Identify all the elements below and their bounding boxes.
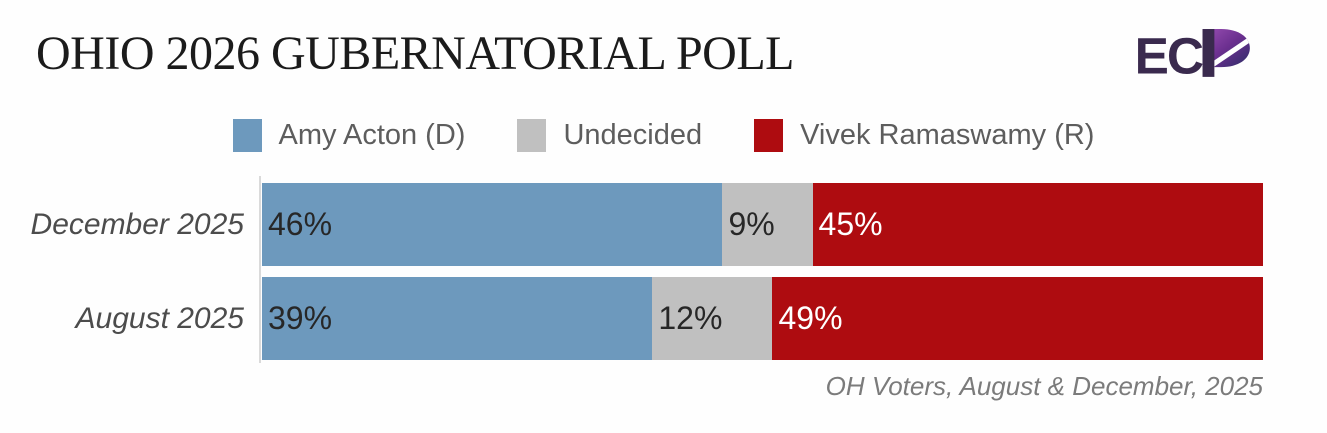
logo-p-stem xyxy=(1202,29,1215,77)
legend-label: Undecided xyxy=(563,119,703,151)
source-caption: OH Voters, August & December, 2025 xyxy=(825,371,1263,401)
bar-value: 46% xyxy=(268,206,333,242)
logo-ec-text: EC xyxy=(1135,27,1203,81)
bar-value: 45% xyxy=(818,206,883,242)
ecp-logo: EC xyxy=(1135,27,1250,81)
bar-segment: 49% xyxy=(772,277,1263,360)
legend-item: Vivek Ramaswamy (R) xyxy=(754,119,1094,152)
bar-segment: 12% xyxy=(652,277,773,360)
row-label: August 2025 xyxy=(75,301,244,335)
legend-swatch xyxy=(232,119,262,152)
bar-segment: 39% xyxy=(262,277,653,360)
legend-swatch xyxy=(517,119,547,152)
row-label: December 2025 xyxy=(30,207,244,241)
legend-swatch xyxy=(754,119,784,152)
page-title: OHIO 2026 GUBERNATORIAL POLL xyxy=(36,27,794,80)
legend-item: Amy Acton (D) xyxy=(232,119,466,152)
bar-value: 49% xyxy=(778,300,843,336)
logo-p-bowl xyxy=(1202,29,1250,68)
legend: Amy Acton (D) Undecided Vivek Ramaswamy (R… xyxy=(0,119,1327,152)
bar-segment: 9% xyxy=(722,183,813,266)
bar-rows: December 2025 46% 9% 45% August 2025 39% 12% 49… xyxy=(0,183,1263,371)
logo-p-slash xyxy=(1202,33,1250,68)
legend-item: Undecided xyxy=(517,119,702,152)
bar-track: 39% 12% 49% xyxy=(262,277,1263,360)
bar-value: 39% xyxy=(268,300,333,336)
bar-value: 12% xyxy=(658,300,723,336)
axis-line xyxy=(259,176,261,363)
legend-label: Amy Acton (D) xyxy=(278,119,466,151)
bar-segment: 45% xyxy=(812,183,1263,266)
bar-track: 46% 9% 45% xyxy=(262,183,1263,266)
bar-segment: 46% xyxy=(262,183,723,266)
bar-row: December 2025 46% 9% 45% xyxy=(0,183,1263,266)
bar-row: August 2025 39% 12% 49% xyxy=(0,277,1263,360)
bar-value: 9% xyxy=(728,206,775,242)
legend-label: Vivek Ramaswamy (R) xyxy=(800,119,1095,151)
